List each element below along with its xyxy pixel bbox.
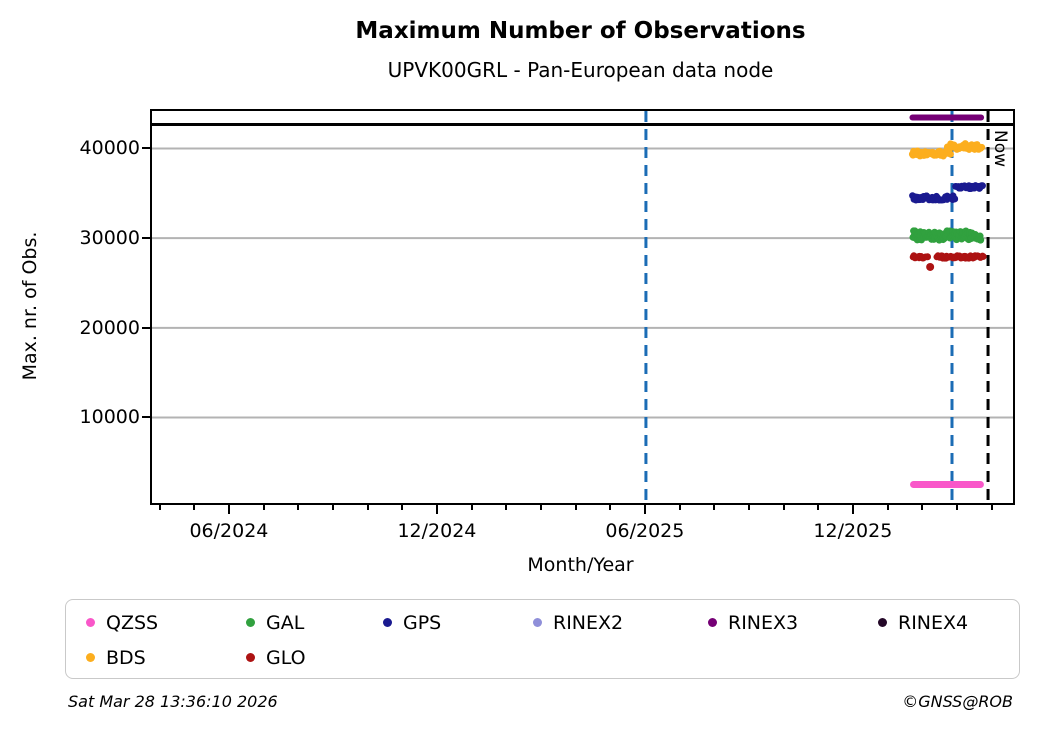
x-minor-tick-mark: [747, 505, 750, 510]
data-point-glo: [979, 253, 987, 260]
legend-item-rinex2: RINEX2: [533, 612, 708, 634]
chart-title: Maximum Number of Observations: [355, 18, 806, 44]
legend-item-rinex3: RINEX3: [708, 612, 878, 634]
y-tick-mark: [142, 326, 150, 329]
glo-marker-icon: [246, 653, 255, 662]
x-tick-label: 06/2024: [189, 520, 269, 542]
x-tick-label: 12/2024: [397, 520, 477, 542]
legend-grid: QZSS GAL GPS RINEX2 RINEX3 RINEX4 BDS GLO: [86, 605, 1019, 675]
x-tick-label: 12/2025: [813, 520, 893, 542]
x-minor-tick-mark: [470, 505, 473, 510]
y-tick-mark: [142, 416, 150, 419]
x-minor-tick-mark: [331, 505, 334, 510]
now-annotation: Now: [990, 130, 1010, 168]
gal-marker-icon: [246, 618, 255, 627]
x-minor-tick-mark: [921, 505, 924, 510]
y-axis-label: Max. nr. of Obs.: [19, 231, 41, 381]
x-minor-tick-mark: [678, 505, 681, 510]
data-point-bds: [978, 143, 986, 151]
legend-label: GAL: [266, 611, 305, 634]
x-axis-label: Month/Year: [527, 554, 634, 576]
data-point-gps: [951, 195, 959, 203]
legend-item-qzss: QZSS: [86, 612, 246, 634]
rinex4-marker-icon: [878, 618, 887, 627]
x-major-tick-mark: [227, 505, 230, 514]
bds-marker-icon: [86, 653, 95, 662]
x-minor-tick-mark: [366, 505, 369, 510]
rinex2-marker-icon: [533, 618, 542, 627]
x-minor-tick-mark: [886, 505, 889, 510]
y-tick-label: 40000: [79, 137, 140, 160]
x-minor-tick-mark: [262, 505, 265, 510]
legend-label: GLO: [266, 646, 306, 669]
chart-subtitle: UPVK00GRL - Pan-European data node: [387, 58, 774, 82]
x-major-tick-mark: [851, 505, 854, 514]
y-tick-mark: [142, 237, 150, 240]
x-major-tick-mark: [643, 505, 646, 514]
y-tick-label: 10000: [79, 406, 140, 429]
legend-item-bds: BDS: [86, 647, 246, 669]
data-point-glo: [924, 253, 931, 260]
legend-label: RINEX2: [553, 611, 624, 634]
legend-item-gal: GAL: [246, 612, 383, 634]
legend-label: QZSS: [106, 611, 159, 634]
x-minor-tick-mark: [609, 505, 612, 510]
x-minor-tick-mark: [574, 505, 577, 510]
x-minor-tick-mark: [401, 505, 404, 510]
legend-label: GPS: [403, 611, 442, 634]
legend-label: BDS: [106, 646, 146, 669]
x-minor-tick-mark: [990, 505, 993, 510]
x-minor-tick-mark: [782, 505, 785, 510]
copyright: ©GNSS@ROB: [902, 692, 1013, 711]
gps-marker-icon: [383, 618, 392, 627]
y-tick-label: 20000: [79, 316, 140, 339]
legend: QZSS GAL GPS RINEX2 RINEX3 RINEX4 BDS GLO: [65, 599, 1020, 679]
x-minor-tick-mark: [193, 505, 196, 510]
x-minor-tick-mark: [297, 505, 300, 510]
qzss-marker-icon: [86, 618, 95, 627]
y-tick-mark: [142, 147, 150, 150]
x-major-tick-mark: [435, 505, 438, 514]
plot-timestamp: Sat Mar 28 13:36:10 2026: [68, 692, 278, 711]
legend-item-gps: GPS: [383, 612, 533, 634]
plot-area: [150, 109, 1015, 505]
y-axis-label-wrap: Max. nr. of Obs.: [18, 110, 42, 502]
x-minor-tick-mark: [539, 505, 542, 510]
legend-item-glo: GLO: [246, 647, 383, 669]
outlier-glo: [926, 262, 935, 271]
data-point-gal: [977, 236, 985, 244]
legend-label: RINEX4: [898, 611, 969, 634]
x-minor-tick-mark: [505, 505, 508, 510]
x-minor-tick-mark: [955, 505, 958, 510]
x-minor-tick-mark: [158, 505, 161, 510]
x-minor-tick-mark: [713, 505, 716, 510]
data-point-gps: [979, 182, 986, 190]
y-tick-label: 30000: [79, 227, 140, 250]
data-point-bds: [947, 150, 954, 158]
x-minor-tick-mark: [817, 505, 820, 510]
rinex3-marker-icon: [708, 618, 717, 627]
legend-item-rinex4: RINEX4: [878, 612, 1028, 634]
legend-label: RINEX3: [728, 611, 799, 634]
x-tick-label: 06/2025: [605, 520, 685, 542]
plot-canvas: [152, 111, 1013, 503]
